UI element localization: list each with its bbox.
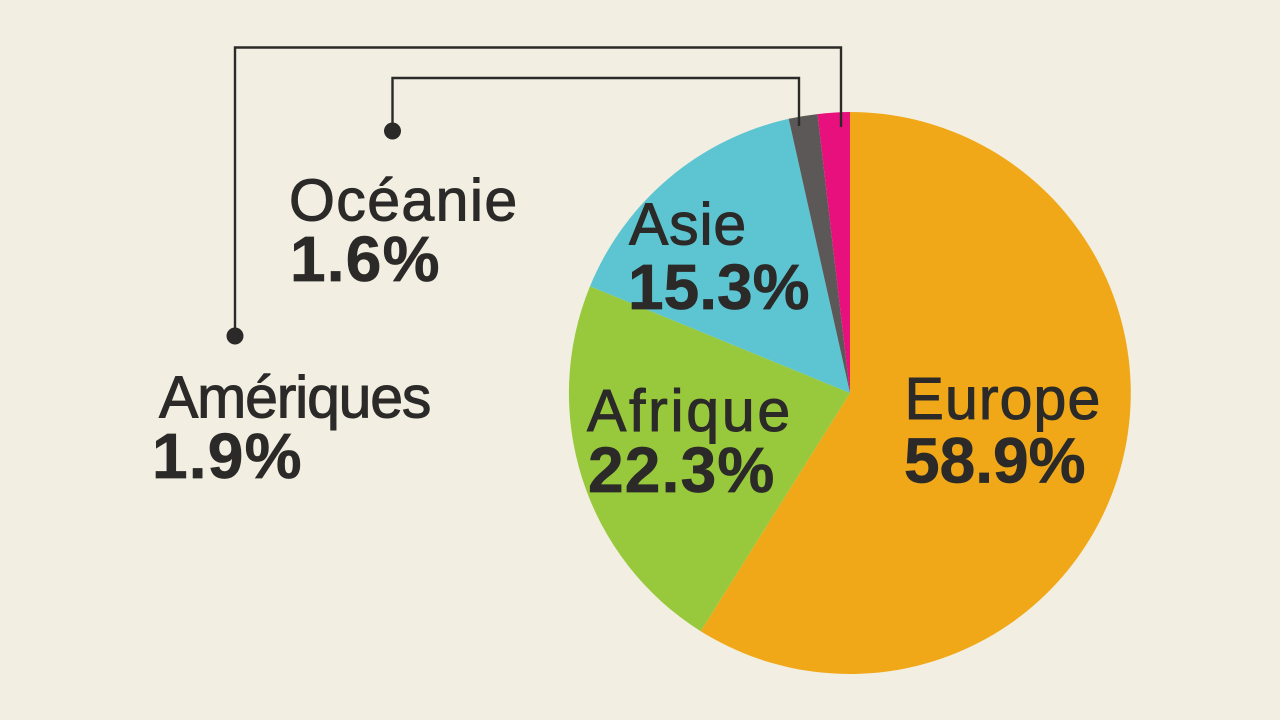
svg-text:15.3%: 15.3% — [628, 251, 809, 323]
svg-text:1.6%: 1.6% — [290, 223, 441, 295]
svg-text:Océanie: Océanie — [289, 168, 519, 234]
svg-text:Amériques: Amériques — [159, 364, 430, 430]
svg-text:1.9%: 1.9% — [152, 420, 303, 492]
svg-text:58.9%: 58.9% — [904, 425, 1085, 497]
svg-text:Europe: Europe — [905, 366, 1102, 432]
svg-text:22.3%: 22.3% — [588, 434, 775, 506]
svg-text:Asie: Asie — [629, 192, 747, 258]
svg-text:Afrique: Afrique — [587, 378, 793, 444]
